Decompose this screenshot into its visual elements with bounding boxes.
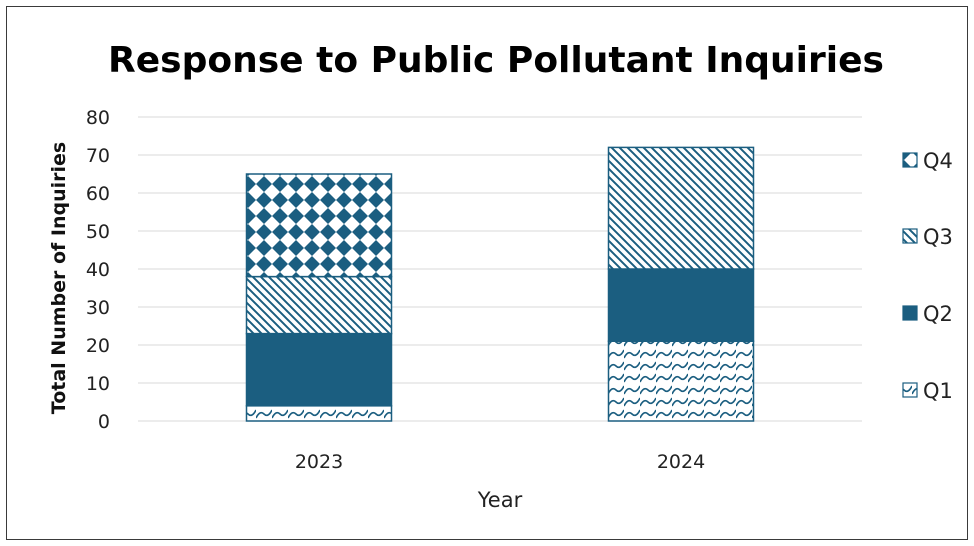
legend-label-q1: Q1 — [923, 379, 953, 403]
legend-swatch-q2 — [902, 305, 918, 321]
legend-swatch-q3 — [902, 228, 918, 244]
x-tick-labels: 2023 2024 — [295, 451, 705, 473]
legend-label-q3: Q3 — [923, 225, 953, 249]
bar-segment-q2-2024 — [607, 268, 755, 342]
chart-frame — [6, 6, 968, 540]
x-tick-label: 2024 — [657, 451, 705, 473]
bar-segment-q3-2023 — [245, 275, 393, 335]
bar-segment-q1-2024 — [607, 340, 755, 422]
y-axis-label: Total Number of Inquiries — [48, 142, 70, 414]
legend-swatch-q1 — [902, 382, 918, 398]
y-tick-label: 80 — [86, 107, 110, 129]
y-tick-label: 40 — [86, 259, 110, 281]
x-tick-label: 2023 — [295, 451, 343, 473]
legend-swatch-q4 — [902, 152, 918, 168]
y-tick-labels: 0 10 20 30 40 50 60 70 80 — [86, 107, 110, 433]
y-tick-label: 60 — [86, 183, 110, 205]
y-tick-label: 70 — [86, 145, 110, 167]
bar-segment-q4-2023 — [245, 173, 393, 278]
bar-segment-q3-2024 — [607, 146, 755, 270]
bar-segment-q1-2023 — [245, 405, 393, 422]
bar-stacks — [245, 146, 755, 422]
y-tick-label: 50 — [86, 221, 110, 243]
y-tick-label: 0 — [98, 411, 110, 433]
y-tick-label: 10 — [86, 373, 110, 395]
y-tick-label: 20 — [86, 335, 110, 357]
x-axis-label: Year — [477, 488, 523, 512]
y-tick-label: 30 — [86, 297, 110, 319]
legend-label-q2: Q2 — [923, 302, 953, 326]
legend-label-q4: Q4 — [923, 149, 953, 173]
legend: Q4 Q3 Q2 Q1 — [902, 149, 953, 403]
bar-segment-q2-2023 — [245, 332, 393, 407]
chart-title: Response to Public Pollutant Inquiries — [108, 40, 884, 81]
